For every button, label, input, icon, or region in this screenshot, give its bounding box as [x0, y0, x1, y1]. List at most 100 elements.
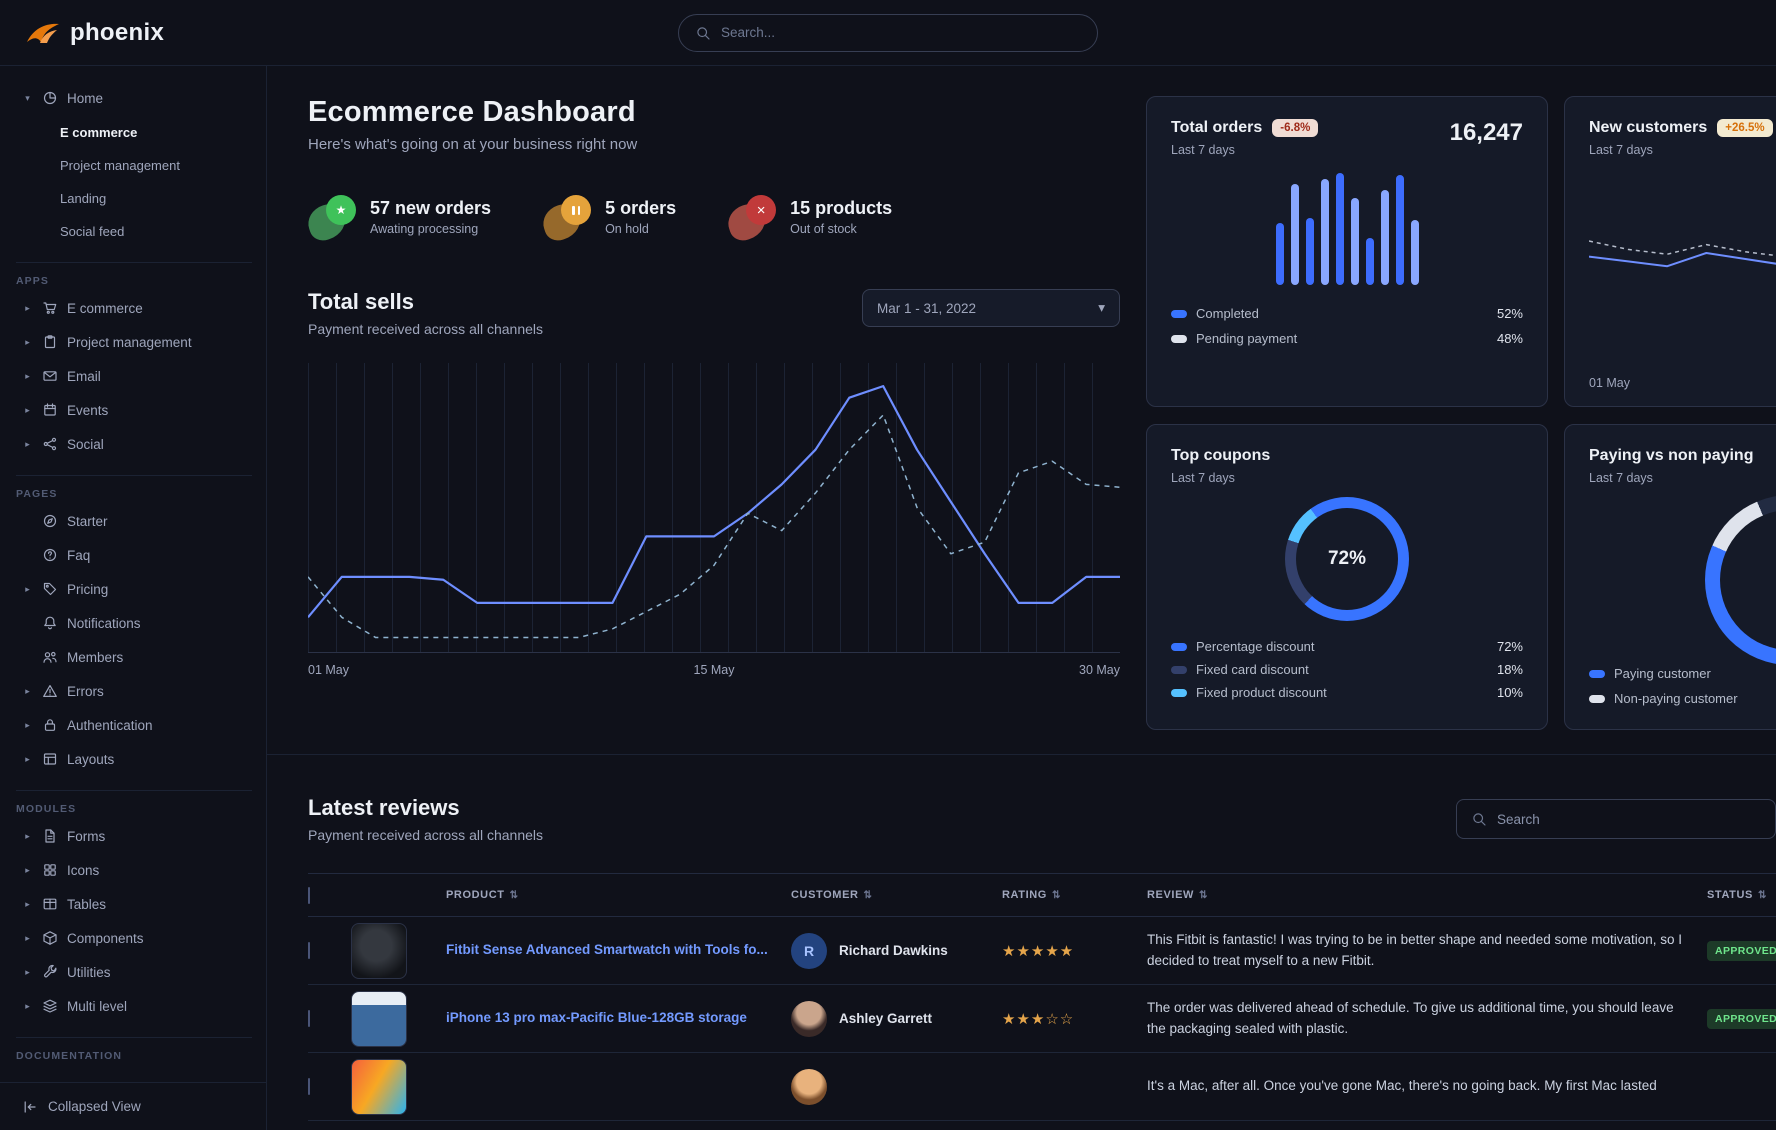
legend-label: Non-paying customer — [1614, 691, 1738, 706]
x-label: 30 May — [1079, 663, 1120, 677]
sidebar-item-errors[interactable]: ▸ Errors — [16, 674, 252, 708]
sidebar-item-label: Utilities — [67, 964, 111, 980]
top-navbar: phoenix — [0, 0, 1776, 66]
column-header-product[interactable]: PRODUCT ⇅ — [446, 889, 519, 901]
sort-icon: ⇅ — [1051, 889, 1061, 901]
collapse-sidebar-button[interactable]: Collapsed View — [0, 1082, 266, 1130]
x-label: 01 May — [1589, 376, 1630, 390]
search-icon — [1473, 813, 1486, 826]
sidebar-item-social-feed[interactable]: Social feed — [16, 215, 252, 248]
sidebar-item-members[interactable]: Members — [16, 640, 252, 674]
date-range-select[interactable]: Mar 1 - 31, 2022 ▾ — [862, 289, 1120, 327]
sidebar-item-label: Social — [67, 436, 104, 452]
sidebar-item-components[interactable]: ▸ Components — [16, 921, 252, 955]
compass-icon — [43, 514, 57, 528]
new-customers-card: New customers +26.5% Last 7 days 01 May — [1564, 96, 1776, 407]
product-link[interactable]: iPhone 13 pro max-Pacific Blue-128GB sto… — [446, 1010, 747, 1026]
caret-right-icon: ▸ — [25, 753, 30, 764]
caret-right-icon: ▸ — [25, 932, 30, 943]
card-title: New customers — [1589, 119, 1708, 136]
sidebar-item-events[interactable]: ▸ Events — [16, 393, 252, 427]
sidebar-item-icons[interactable]: ▸ Icons — [16, 853, 252, 887]
sidebar-item-project-management-app[interactable]: ▸ Project management — [16, 325, 252, 359]
sidebar-child-label: Project management — [60, 158, 180, 173]
envelope-icon — [43, 371, 57, 381]
brand-name: phoenix — [70, 18, 165, 46]
sidebar-item-layouts[interactable]: ▸ Layouts — [16, 742, 252, 776]
sidebar-item-label: Email — [67, 368, 101, 384]
date-range-value: Mar 1 - 31, 2022 — [877, 300, 977, 316]
latest-reviews-section: Latest reviews Payment received across a… — [267, 754, 1776, 1121]
legend-item: Completed 52% — [1171, 301, 1523, 326]
product-image — [351, 1058, 407, 1115]
rating-stars: ★★★☆☆ — [1002, 1010, 1075, 1028]
column-header-rating[interactable]: RATING ⇅ — [1002, 889, 1061, 901]
legend-bullet — [1171, 688, 1187, 697]
sidebar-item-project-management[interactable]: Project management — [16, 149, 252, 182]
sidebar-section-pages: PAGES — [16, 475, 252, 500]
sort-icon: ⇅ — [1199, 889, 1208, 901]
star-circle-icon: ★ — [326, 195, 356, 225]
sidebar-item-faq[interactable]: Faq — [16, 538, 252, 572]
product-link[interactable]: Fitbit Sense Advanced Smartwatch with To… — [446, 942, 768, 958]
caret-right-icon: ▸ — [25, 302, 30, 313]
legend-item: Percentage discount 72% — [1171, 635, 1523, 658]
sidebar-item-tables[interactable]: ▸ Tables — [16, 887, 252, 921]
sidebar-item-home[interactable]: ▾ Home — [16, 80, 252, 116]
sidebar-item-utilities[interactable]: ▸ Utilities — [16, 955, 252, 989]
pause-circle-icon — [561, 195, 592, 225]
row-checkbox[interactable] — [308, 1078, 310, 1095]
sidebar-item-ecommerce-app[interactable]: ▸ E commerce — [16, 291, 252, 325]
sidebar-item-label: Project management — [67, 334, 192, 350]
search-icon — [697, 26, 710, 40]
sidebar-item-label: E commerce — [67, 300, 143, 316]
warning-triangle-icon — [43, 685, 57, 697]
caret-down-icon: ▾ — [25, 92, 30, 103]
sidebar-item-notifications[interactable]: Notifications — [16, 606, 252, 640]
legend-value: 10% — [1496, 685, 1523, 700]
sidebar-child-label: E commerce — [60, 125, 138, 140]
sidebar-item-social[interactable]: ▸ Social — [16, 427, 252, 461]
tag-icon — [43, 582, 57, 596]
sidebar-item-label: Notifications — [67, 615, 141, 631]
total-sells-chart — [308, 363, 1120, 653]
column-header-status[interactable]: STATUS ⇅ — [1707, 889, 1767, 901]
stat-label: Out of stock — [790, 222, 857, 236]
sidebar-item-forms[interactable]: ▸ Forms — [16, 819, 252, 853]
sidebar-item-pricing[interactable]: ▸ Pricing — [16, 572, 252, 606]
card-period: Last 7 days — [1171, 143, 1235, 157]
column-header-customer[interactable]: CUSTOMER ⇅ — [791, 889, 873, 901]
avatar — [791, 1000, 827, 1037]
global-search[interactable] — [678, 13, 1098, 52]
legend-bullet — [1171, 309, 1187, 318]
sidebar-item-label: Authentication — [67, 717, 153, 733]
sidebar-item-landing[interactable]: Landing — [16, 182, 252, 215]
sidebar-item-multi-level[interactable]: ▸ Multi level — [16, 989, 252, 1023]
sidebar-item-authentication[interactable]: ▸ Authentication — [16, 708, 252, 742]
total-sells-title: Total sells — [308, 289, 414, 314]
sidebar-item-starter[interactable]: Starter — [16, 504, 252, 538]
sidebar-item-ecommerce[interactable]: E commerce — [16, 116, 252, 149]
legend-bullet — [1589, 694, 1605, 703]
row-checkbox[interactable] — [308, 1010, 310, 1027]
caret-right-icon: ▸ — [25, 370, 30, 381]
top-coupons-card: Top coupons Last 7 days 72% Percentage d… — [1146, 424, 1548, 730]
product-image — [351, 922, 407, 979]
stats-row: ★ 57 new orders Awating processing 5 ord… — [303, 195, 1120, 245]
sidebar-item-label: Forms — [67, 828, 106, 844]
select-all-checkbox[interactable] — [308, 886, 310, 904]
brand-logo[interactable]: phoenix — [26, 19, 164, 47]
global-search-input[interactable] — [721, 25, 1081, 40]
reviews-search-input[interactable] — [1497, 811, 1761, 827]
sidebar-item-label: Events — [67, 402, 109, 418]
row-checkbox[interactable] — [308, 942, 310, 959]
card-period: Last 7 days — [1589, 471, 1653, 485]
sidebar-section-apps: APPS — [16, 262, 252, 287]
legend-label: Percentage discount — [1196, 639, 1315, 654]
sidebar-item-email[interactable]: ▸ Email — [16, 359, 252, 393]
calendar-icon — [44, 403, 56, 416]
x-label: 01 May — [308, 663, 349, 677]
reviews-search[interactable] — [1456, 799, 1776, 839]
column-header-review[interactable]: REVIEW ⇅ — [1147, 889, 1208, 901]
sidebar-item-label: Faq — [67, 547, 91, 563]
